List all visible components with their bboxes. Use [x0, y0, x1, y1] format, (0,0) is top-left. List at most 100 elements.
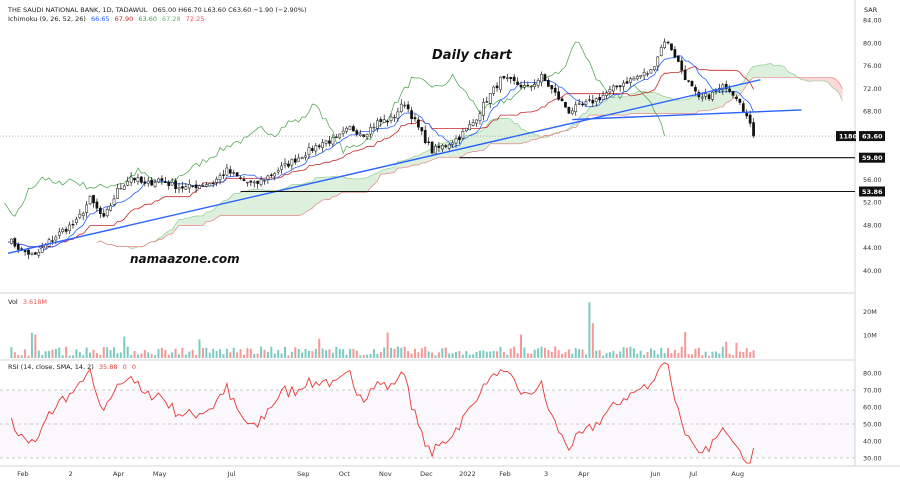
volume-bar — [571, 353, 574, 358]
volume-bar — [437, 352, 440, 358]
volume-bar — [294, 347, 297, 358]
volume-bar — [17, 354, 20, 358]
candle — [499, 76, 502, 90]
volume-bar — [201, 348, 204, 358]
cloud-segment — [644, 91, 648, 114]
cloud-segment — [500, 118, 504, 144]
cloud-segment — [254, 189, 258, 216]
cloud-segment — [469, 133, 474, 153]
cloud-segment — [473, 133, 477, 152]
candle — [239, 177, 242, 179]
price-axis-tick: 56.00 — [863, 176, 882, 184]
cloud-segment — [760, 65, 764, 78]
volume-bar — [465, 351, 468, 358]
volume-bar — [99, 354, 102, 358]
volume-bar — [677, 352, 680, 358]
cloud-segment — [274, 190, 279, 216]
cloud-segment — [199, 215, 203, 226]
cloud-segment — [387, 167, 392, 174]
volume-bar — [318, 338, 321, 358]
candle — [211, 182, 215, 185]
cloud-segment — [770, 63, 775, 78]
volume-bar — [253, 353, 256, 358]
volume-bar — [660, 347, 663, 358]
candle — [653, 66, 656, 71]
volume-bar — [694, 348, 697, 358]
support-level-tag: 59.80 — [862, 154, 883, 162]
volume-bar — [691, 354, 693, 358]
candle — [694, 87, 697, 92]
candle — [352, 126, 355, 132]
cloud-segment — [319, 177, 323, 203]
volume-bar — [284, 346, 287, 358]
cloud-segment — [664, 96, 669, 114]
volume-bar — [191, 349, 194, 358]
candle — [738, 98, 742, 103]
volume-bar — [455, 351, 458, 358]
candle — [529, 85, 533, 88]
volume-bar — [667, 348, 670, 358]
volume-bar — [236, 352, 239, 358]
time-axis-label: Feb — [17, 470, 29, 478]
rsi-legend[interactable]: RSI (14, close, SMA, 14, 2) 35.88 0 0 — [8, 363, 139, 371]
candle — [362, 134, 366, 137]
time-axis-label: Feb — [499, 470, 511, 478]
candle — [420, 127, 424, 132]
volume-bar — [301, 352, 304, 358]
volume-bar — [109, 350, 112, 358]
candle — [37, 252, 41, 256]
candle — [735, 96, 738, 100]
last-price-tag: 63.60 — [862, 133, 883, 141]
volume-bar — [718, 353, 721, 358]
volume-bar — [434, 355, 437, 358]
cloud-segment — [158, 236, 162, 240]
candle — [85, 204, 89, 213]
candle — [516, 81, 519, 85]
candle — [205, 184, 208, 187]
cloud-segment — [609, 97, 614, 116]
candle — [485, 101, 489, 103]
volume-bar — [133, 351, 136, 358]
volume-bar — [140, 353, 143, 358]
currency-label: SAR — [864, 6, 878, 14]
candle — [225, 167, 229, 176]
cloud-segment — [630, 93, 634, 114]
volume-bar — [735, 342, 738, 358]
time-axis-label: Aug — [731, 470, 744, 478]
candle — [440, 145, 444, 150]
volume-legend[interactable]: Vol 3.618M — [8, 298, 50, 306]
cloud-segment — [196, 215, 200, 226]
volume-bar — [643, 354, 646, 358]
cloud-segment — [756, 65, 761, 78]
candle — [177, 187, 181, 190]
volume-bar — [157, 348, 160, 358]
ichimoku-leading-a-value: 67.28 — [162, 15, 181, 23]
volume-bar — [366, 354, 369, 358]
cloud-segment — [582, 112, 586, 121]
candle — [54, 236, 58, 241]
volume-bar — [738, 351, 741, 358]
cloud-segment — [692, 96, 696, 114]
volume-bar — [102, 347, 105, 358]
ichimoku-legend[interactable]: Ichimoku (9, 26, 52, 26) 66.65 67.90 63.… — [8, 15, 207, 23]
candle — [348, 126, 352, 130]
volume-bar — [413, 348, 416, 358]
candle — [328, 140, 331, 144]
candle — [646, 73, 649, 75]
candle — [252, 181, 256, 184]
candle — [61, 228, 65, 232]
candle — [581, 103, 584, 106]
volume-bar — [147, 352, 150, 358]
cloud-segment — [811, 77, 816, 82]
chart-title: Daily chart — [432, 48, 512, 63]
candle — [577, 103, 581, 105]
candle — [666, 41, 670, 44]
volume-bar — [355, 350, 358, 358]
volume-bar — [407, 351, 410, 358]
candle — [690, 81, 694, 87]
cloud-segment — [825, 77, 829, 83]
cloud-segment — [336, 176, 340, 197]
candle — [523, 85, 526, 88]
cloud-segment — [627, 93, 631, 116]
